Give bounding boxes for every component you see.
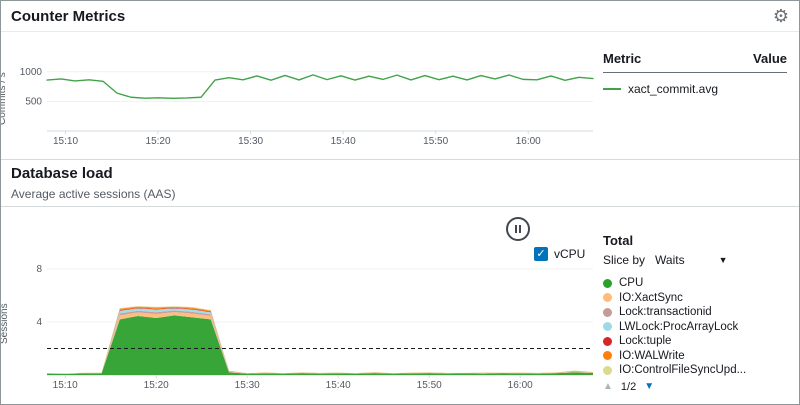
legend-item: IO:XactSync	[603, 291, 795, 306]
section-divider	[1, 159, 799, 160]
legend-item-label: IO:WALWrite	[619, 349, 685, 362]
page-up-icon[interactable]: ▲	[603, 381, 613, 392]
legend-color-dot	[603, 365, 612, 375]
legend-item-label: CPU	[619, 277, 644, 290]
svg-text:15:50: 15:50	[417, 380, 442, 391]
counter-metrics-header: Counter Metrics	[1, 1, 799, 32]
page-indicator: 1/2	[620, 380, 637, 393]
slice-by-control: Slice by Waits ▼	[603, 251, 795, 269]
legend-item-label: LWLock:ProcArrayLock	[619, 320, 739, 333]
legend-color-dot	[603, 293, 612, 303]
counter-metrics-legend: Metric Value xact_commit.avg	[603, 51, 787, 96]
svg-text:1000: 1000	[20, 67, 43, 78]
legend-color-dot	[603, 307, 612, 317]
metric-column-header: Metric	[603, 51, 642, 66]
settings-gear-icon[interactable]: ⚙	[772, 6, 789, 26]
slice-by-value[interactable]: Waits	[655, 253, 685, 267]
legend-color-dot	[603, 278, 612, 288]
svg-text:16:00: 16:00	[508, 380, 533, 391]
vcpu-label: vCPU	[554, 247, 586, 261]
database-load-title: Database load	[11, 165, 113, 182]
vcpu-toggle-row: vCPU	[534, 247, 585, 261]
counter-metrics-title: Counter Metrics	[11, 8, 126, 25]
svg-text:15:20: 15:20	[146, 136, 171, 147]
svg-text:15:40: 15:40	[331, 136, 356, 147]
database-load-chart[interactable]: 4 8 15:10 15:20 15:30 15:40 15:50 16:00	[11, 261, 599, 393]
svg-text:15:10: 15:10	[53, 380, 78, 391]
svg-text:15:40: 15:40	[326, 380, 351, 391]
svg-text:15:20: 15:20	[144, 380, 169, 391]
counter-legend-header: Metric Value	[603, 51, 787, 73]
legend-item-label: Lock:tuple	[619, 335, 672, 348]
value-column-header: Value	[753, 51, 787, 66]
legend-item-label: Lock:transactionid	[619, 306, 712, 319]
svg-text:15:10: 15:10	[53, 136, 78, 147]
pause-refresh-button[interactable]	[506, 217, 530, 241]
legend-color-dot	[603, 351, 612, 361]
database-load-legend: Total Slice by Waits ▼ CPU IO:XactSync Loc…	[603, 233, 795, 393]
svg-text:15:30: 15:30	[238, 136, 263, 147]
svg-text:16:00: 16:00	[516, 136, 541, 147]
db-load-y-axis-label: Sessions	[0, 303, 10, 345]
svg-text:4: 4	[36, 317, 42, 328]
pause-icon	[515, 225, 517, 233]
slice-by-label: Slice by	[603, 253, 646, 267]
legend-color-dot	[603, 322, 612, 332]
legend-item: IO:ControlFileSyncUpd...	[603, 363, 795, 378]
legend-item: LWLock:ProcArrayLock	[603, 320, 795, 335]
legend-item: Lock:transactionid	[603, 305, 795, 320]
legend-color-dot	[603, 336, 612, 346]
svg-text:15:30: 15:30	[235, 380, 260, 391]
svg-text:15:50: 15:50	[423, 136, 448, 147]
chevron-down-icon[interactable]: ▼	[718, 255, 728, 265]
page-down-icon[interactable]: ▼	[644, 381, 655, 392]
legend-pagination: ▲ 1/2 ▼	[603, 381, 795, 393]
database-load-subtitle: Average active sessions (AAS)	[11, 187, 176, 201]
counter-metrics-chart[interactable]: 500 1000 15:10 15:20 15:30 15:40 15:50 16:00	[11, 49, 599, 149]
legend-item: CPU	[603, 276, 795, 291]
wait-types-legend: CPU IO:XactSync Lock:transactionid LWLock:P…	[603, 276, 795, 378]
legend-item-label: IO:ControlFileSyncUpd...	[619, 364, 747, 377]
counter-legend-row: xact_commit.avg	[603, 73, 787, 96]
total-label: Total	[603, 233, 634, 248]
legend-item-label: IO:XactSync	[619, 291, 683, 304]
svg-text:8: 8	[36, 264, 42, 275]
subsection-divider	[1, 206, 799, 207]
svg-text:500: 500	[25, 96, 42, 107]
vcpu-checkbox[interactable]	[534, 247, 548, 261]
metric-name: xact_commit.avg	[628, 82, 719, 96]
metric-line-swatch	[603, 88, 621, 90]
counter-y-axis-label: Commits / s	[0, 72, 8, 125]
legend-item: IO:WALWrite	[603, 349, 795, 364]
legend-item: Lock:tuple	[603, 334, 795, 349]
